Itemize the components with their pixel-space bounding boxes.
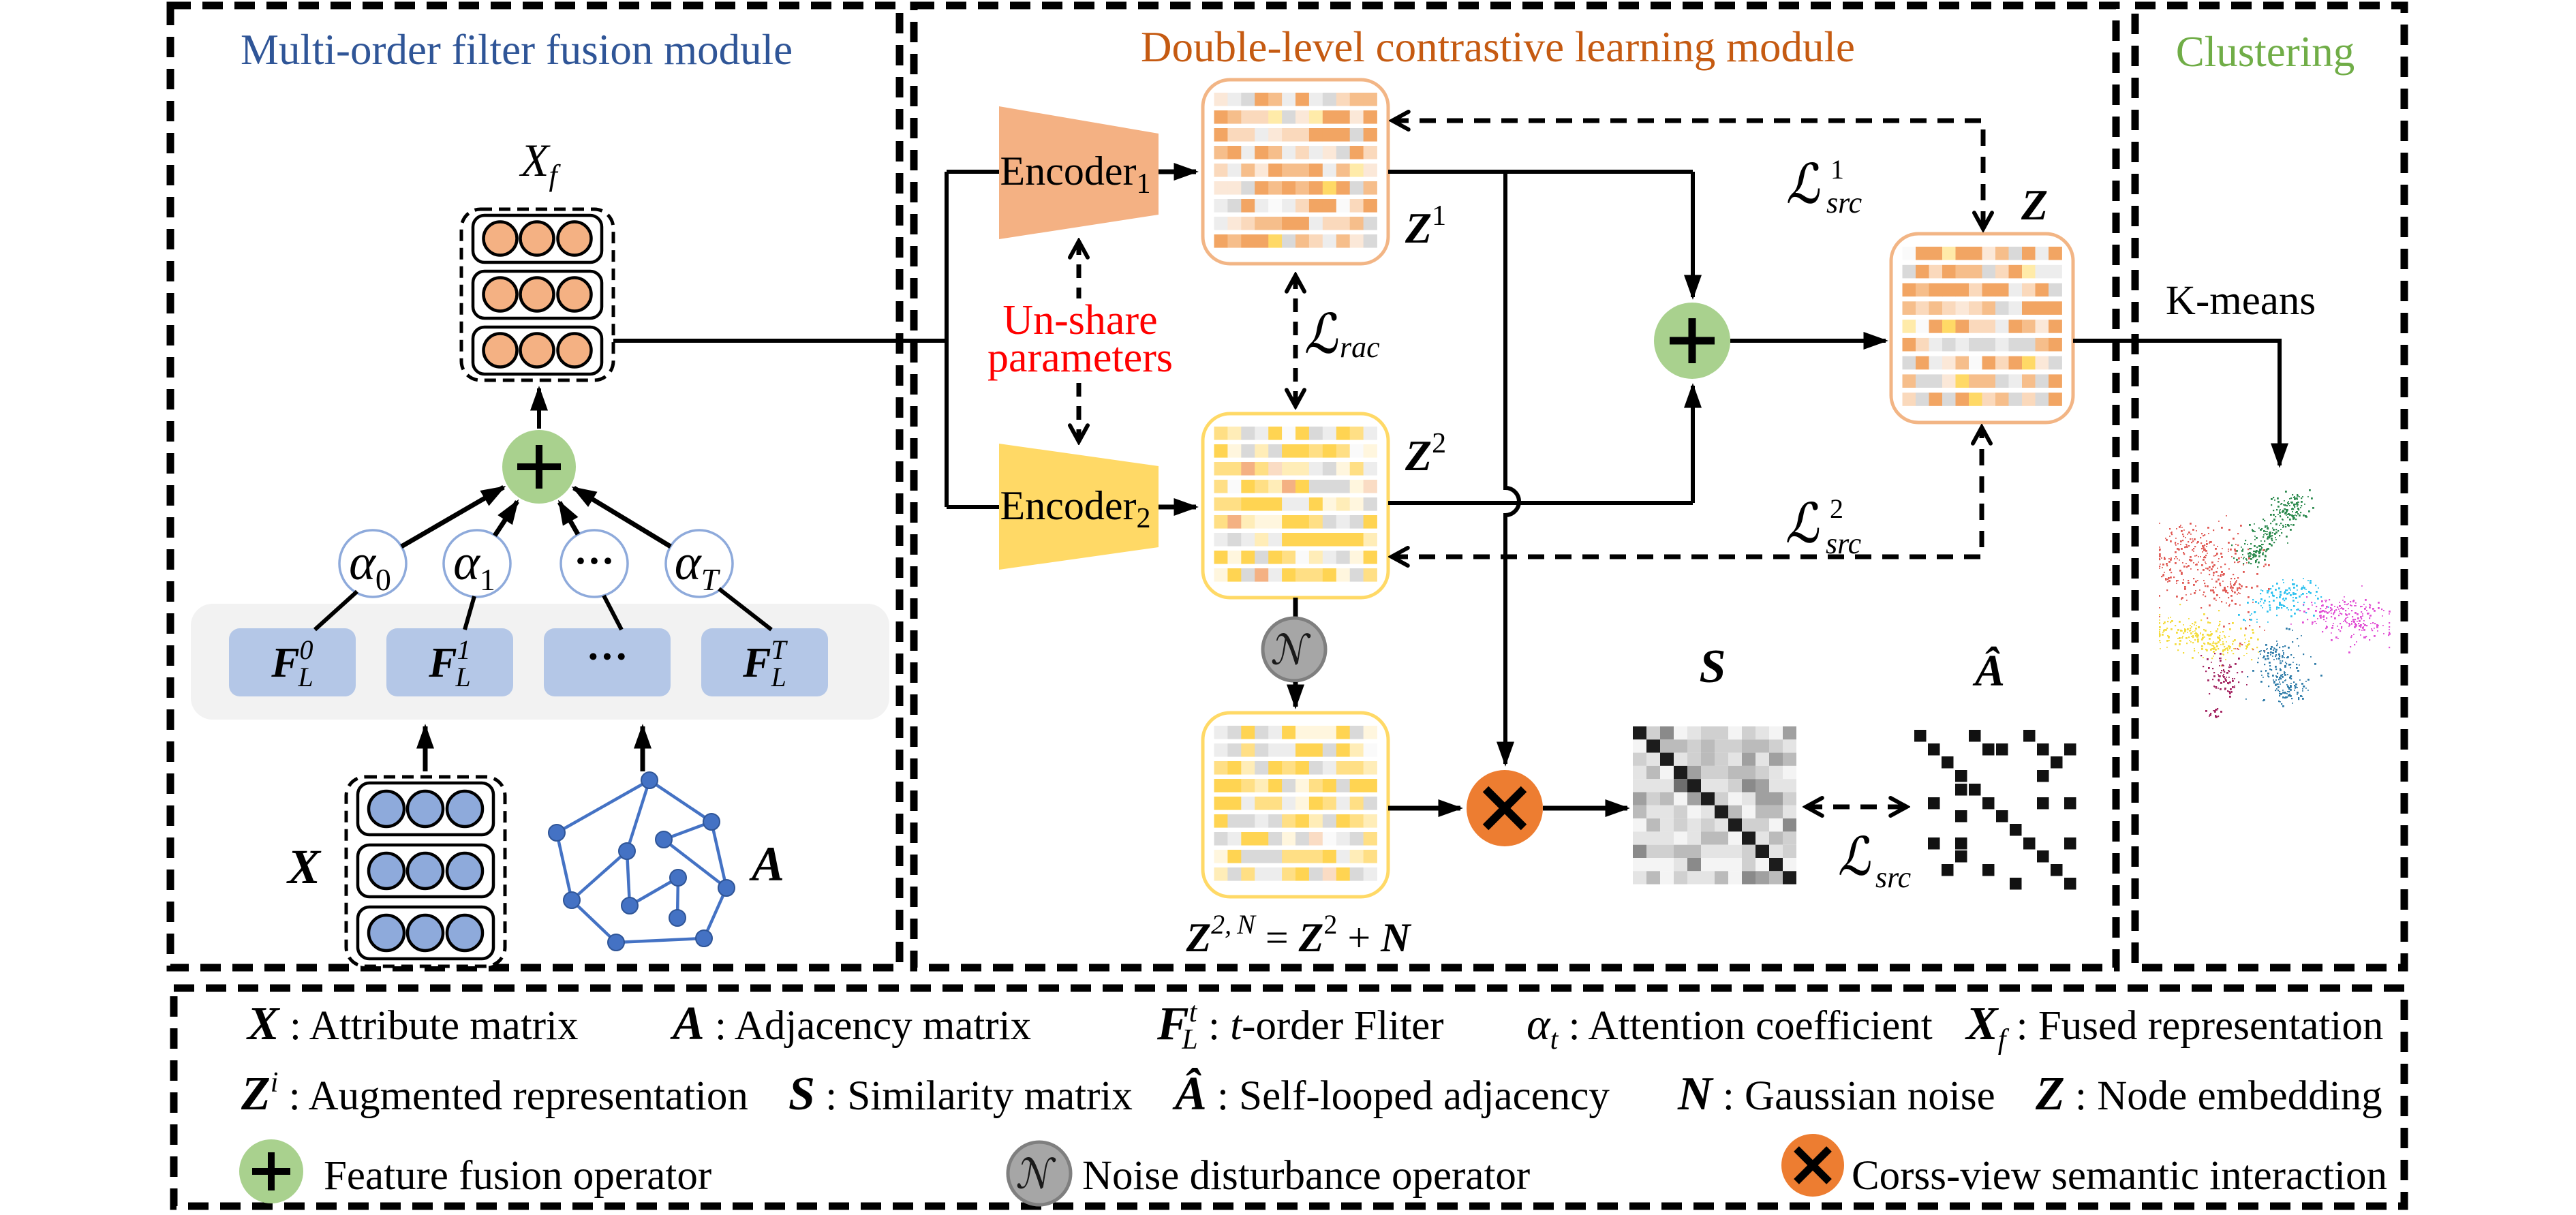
svg-text:Encoder1: Encoder1 bbox=[1000, 149, 1151, 200]
svg-text:A: A bbox=[749, 837, 784, 891]
svg-text:···: ··· bbox=[574, 538, 615, 583]
svg-text:Xf : Fused representation: Xf : Fused representation bbox=[1965, 998, 2383, 1056]
svg-text:α1: α1 bbox=[453, 535, 495, 597]
svg-text:Double-level contrastive learn: Double-level contrastive learning module bbox=[1141, 23, 1855, 71]
svg-text:Encoder2: Encoder2 bbox=[1000, 483, 1151, 534]
svg-text:Un-share: Un-share bbox=[1002, 297, 1157, 343]
svg-text:···: ··· bbox=[586, 634, 628, 680]
svg-text:Corss-view semantic interactio: Corss-view semantic interaction bbox=[1852, 1153, 2387, 1199]
svg-text:Z: Z bbox=[2021, 181, 2048, 229]
svg-text:Feature fusion operator: Feature fusion operator bbox=[324, 1153, 711, 1199]
svg-text:src: src bbox=[1875, 861, 1912, 894]
svg-text:Â: Â bbox=[1972, 646, 2005, 696]
svg-text:Â : Self-looped adjacency: Â : Self-looped adjacency bbox=[1172, 1068, 1610, 1120]
svg-text:Noise disturbance operator: Noise disturbance operator bbox=[1082, 1153, 1530, 1199]
svg-text:αT: αT bbox=[675, 535, 721, 597]
svg-text:A : Adjacency matrix: A : Adjacency matrix bbox=[670, 998, 1031, 1050]
svg-text:parameters: parameters bbox=[987, 335, 1173, 381]
svg-text:src: src bbox=[1826, 186, 1862, 219]
svg-text:Multi-order filter fusion modu: Multi-order filter fusion module bbox=[241, 26, 793, 74]
svg-text:Clustering: Clustering bbox=[2176, 28, 2355, 76]
svg-text:rac: rac bbox=[1340, 330, 1380, 364]
svg-text:F0L: F0 L bbox=[271, 634, 313, 692]
svg-text:αt : Attention coefficient: αt : Attention coefficient bbox=[1527, 1000, 1933, 1056]
svg-text:K-means: K-means bbox=[2166, 278, 2316, 324]
svg-text:FtL : t-order Fliter: Ft L : t-order Fliter bbox=[1156, 997, 1444, 1056]
svg-text:S : Similarity matrix: S : Similarity matrix bbox=[788, 1068, 1133, 1120]
svg-text:X: X bbox=[286, 840, 322, 894]
svg-text:Z2, N = Z2 + N: Z2, N = Z2 + N bbox=[1185, 909, 1412, 960]
svg-text:X : Attribute matrix: X : Attribute matrix bbox=[246, 998, 579, 1050]
svg-text:Z : Node embedding: Z : Node embedding bbox=[2035, 1068, 2382, 1120]
svg-text:1: 1 bbox=[1830, 154, 1844, 185]
svg-text:N : Gaussian noise: N : Gaussian noise bbox=[1677, 1068, 1995, 1120]
svg-text:FTL: FT L bbox=[742, 634, 788, 692]
svg-text:S: S bbox=[1700, 641, 1726, 693]
svg-text:src: src bbox=[1826, 527, 1862, 560]
svg-text:Zi : Augmented representation: Zi : Augmented representation bbox=[241, 1067, 748, 1120]
svg-text:α0: α0 bbox=[349, 535, 391, 597]
svg-text:2: 2 bbox=[1830, 493, 1843, 524]
svg-text:F1L: F1 L bbox=[428, 634, 471, 692]
